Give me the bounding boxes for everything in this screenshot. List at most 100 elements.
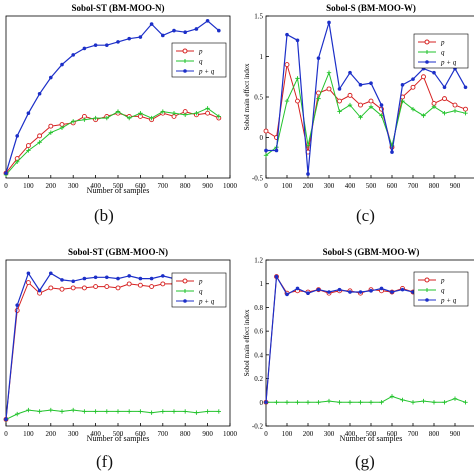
- x-tick-label: 500: [366, 430, 377, 438]
- x-tick-label: 700: [158, 182, 169, 190]
- x-tick-label: 300: [324, 182, 335, 190]
- data-point-q: [421, 398, 426, 404]
- data-point-q: [442, 111, 447, 116]
- data-point-q: [160, 109, 165, 114]
- data-point-q: [379, 400, 384, 405]
- data-point-pq: [71, 53, 75, 57]
- y-tick-label: -0.5: [252, 175, 264, 183]
- series-line-p: [265, 64, 466, 153]
- chart-panel-4: Sobol-S (GBM-MOO-W) 0 100 200 300 400 500 600 70…: [243, 247, 474, 443]
- x-axis-label: Number of samples: [87, 186, 150, 195]
- data-point-q: [284, 400, 290, 405]
- data-point-p: [263, 128, 269, 134]
- y-axis-label: Sobol main effect index: [243, 63, 251, 130]
- data-point-pq: [463, 85, 468, 90]
- y-tick-label: 0.4: [254, 351, 263, 359]
- x-tick-label: 0: [4, 430, 8, 438]
- data-point-pq: [316, 287, 321, 292]
- data-point-pq: [82, 276, 87, 281]
- data-point-p: [368, 98, 374, 104]
- y-tick-label: 1: [260, 53, 264, 61]
- data-point-q: [26, 407, 31, 413]
- data-point-q: [93, 409, 98, 414]
- data-point-q: [82, 409, 87, 414]
- x-tick-label: 600: [135, 182, 146, 190]
- data-point-pq: [390, 150, 394, 154]
- data-point-pq: [127, 274, 131, 278]
- data-point-p: [37, 133, 43, 139]
- x-tick-label: 0: [4, 182, 8, 190]
- data-point-p: [81, 285, 87, 291]
- x-tick-label: 900: [202, 182, 213, 190]
- data-point-pq: [442, 85, 447, 90]
- legend-marker: [424, 277, 430, 283]
- x-axis-label: Number of samples: [340, 434, 403, 443]
- data-point-p: [126, 281, 132, 287]
- data-point-pq: [432, 70, 436, 75]
- x-tick-label: 100: [23, 430, 34, 438]
- x-tick-label: 400: [90, 182, 101, 190]
- legend-label: p + q: [198, 298, 215, 306]
- legend: pq p + q: [171, 42, 227, 78]
- data-point-p: [160, 281, 166, 287]
- data-point-q: [93, 115, 98, 121]
- x-tick-label: 400: [90, 430, 101, 438]
- y-axis-label: Sobol main effect index: [243, 309, 251, 376]
- data-point-p: [421, 74, 426, 80]
- data-point-p: [115, 285, 121, 291]
- data-point-p: [410, 84, 416, 90]
- x-tick-label: 0: [264, 182, 268, 190]
- data-point-q: [115, 109, 121, 114]
- data-point-q: [37, 140, 42, 145]
- data-point-q: [194, 111, 199, 116]
- x-tick-label: 400: [345, 182, 356, 190]
- data-point-pq: [60, 62, 64, 67]
- caption-c: (c): [356, 206, 375, 225]
- data-point-p: [70, 285, 76, 291]
- x-tick-label: 1000: [223, 182, 238, 190]
- data-point-pq: [49, 271, 53, 276]
- data-point-q: [295, 76, 300, 81]
- legend: pq p + q: [171, 272, 227, 308]
- data-point-q: [115, 409, 121, 414]
- series-line-q: [266, 395, 466, 403]
- legend-marker: [425, 50, 429, 54]
- legend-label: q: [199, 58, 203, 66]
- x-tick-label: 900: [450, 182, 461, 190]
- data-point-pq: [194, 27, 199, 31]
- x-tick-label: 800: [429, 182, 440, 190]
- data-point-pq: [71, 279, 75, 284]
- y-tick-label: -0.2: [252, 423, 264, 431]
- data-point-q: [59, 125, 65, 130]
- x-tick-label: 700: [408, 182, 419, 190]
- data-point-q: [410, 106, 416, 112]
- data-point-pq: [337, 287, 342, 292]
- data-point-q: [316, 96, 321, 101]
- x-tick-label: 200: [46, 182, 57, 190]
- data-point-p: [463, 106, 468, 112]
- data-point-pq: [316, 56, 321, 60]
- data-point-pq: [161, 274, 165, 278]
- data-point-pq: [390, 290, 394, 294]
- data-point-p: [59, 286, 65, 292]
- chart-title: Sobol-S (GBM-MOO-W): [323, 247, 420, 257]
- x-tick-label: 500: [366, 182, 377, 190]
- data-point-p: [337, 98, 342, 104]
- data-point-pq: [49, 75, 53, 80]
- data-point-q: [149, 115, 154, 121]
- data-point-pq: [116, 40, 120, 44]
- data-point-pq: [15, 303, 19, 307]
- data-point-p: [104, 284, 110, 290]
- x-tick-label: 300: [68, 430, 79, 438]
- legend-marker: [425, 298, 429, 302]
- y-tick-label: 1.5: [254, 13, 263, 21]
- chart-title: Sobol-ST (BM-MOO-N): [71, 3, 164, 13]
- data-point-q: [183, 112, 188, 118]
- data-point-q: [59, 409, 65, 414]
- data-point-q: [368, 400, 374, 405]
- data-point-pq: [348, 290, 352, 294]
- data-point-p: [284, 62, 290, 68]
- x-tick-label: 700: [408, 430, 419, 438]
- x-tick-label: 600: [135, 430, 146, 438]
- data-point-p: [25, 280, 31, 286]
